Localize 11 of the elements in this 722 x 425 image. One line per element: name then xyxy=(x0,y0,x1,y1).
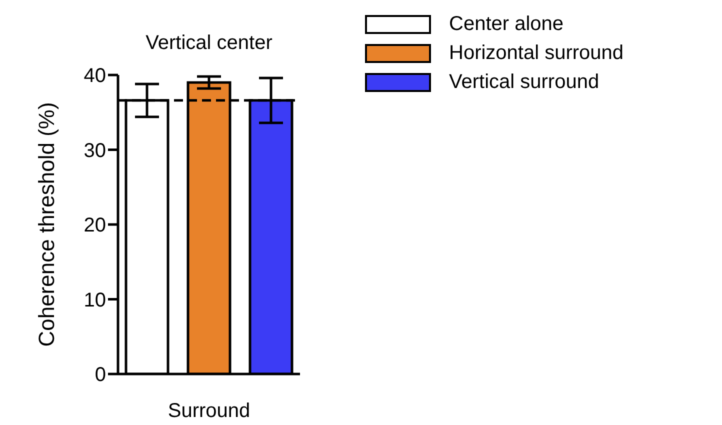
legend-label: Center alone xyxy=(449,13,564,36)
legend-label: Horizontal surround xyxy=(449,42,624,65)
y-axis-title: Coherence threshold (%) xyxy=(34,102,59,347)
x-axis-title: Surround xyxy=(168,400,250,422)
chart-title: Vertical center xyxy=(144,32,274,55)
y-tick-label: 30 xyxy=(84,140,106,162)
legend-label: Vertical surround xyxy=(449,71,600,94)
y-tick-label: 0 xyxy=(94,364,106,386)
y-tick-label: 20 xyxy=(84,214,106,237)
y-tick-label: 10 xyxy=(84,289,106,312)
y-tick-label: 40 xyxy=(84,65,106,88)
